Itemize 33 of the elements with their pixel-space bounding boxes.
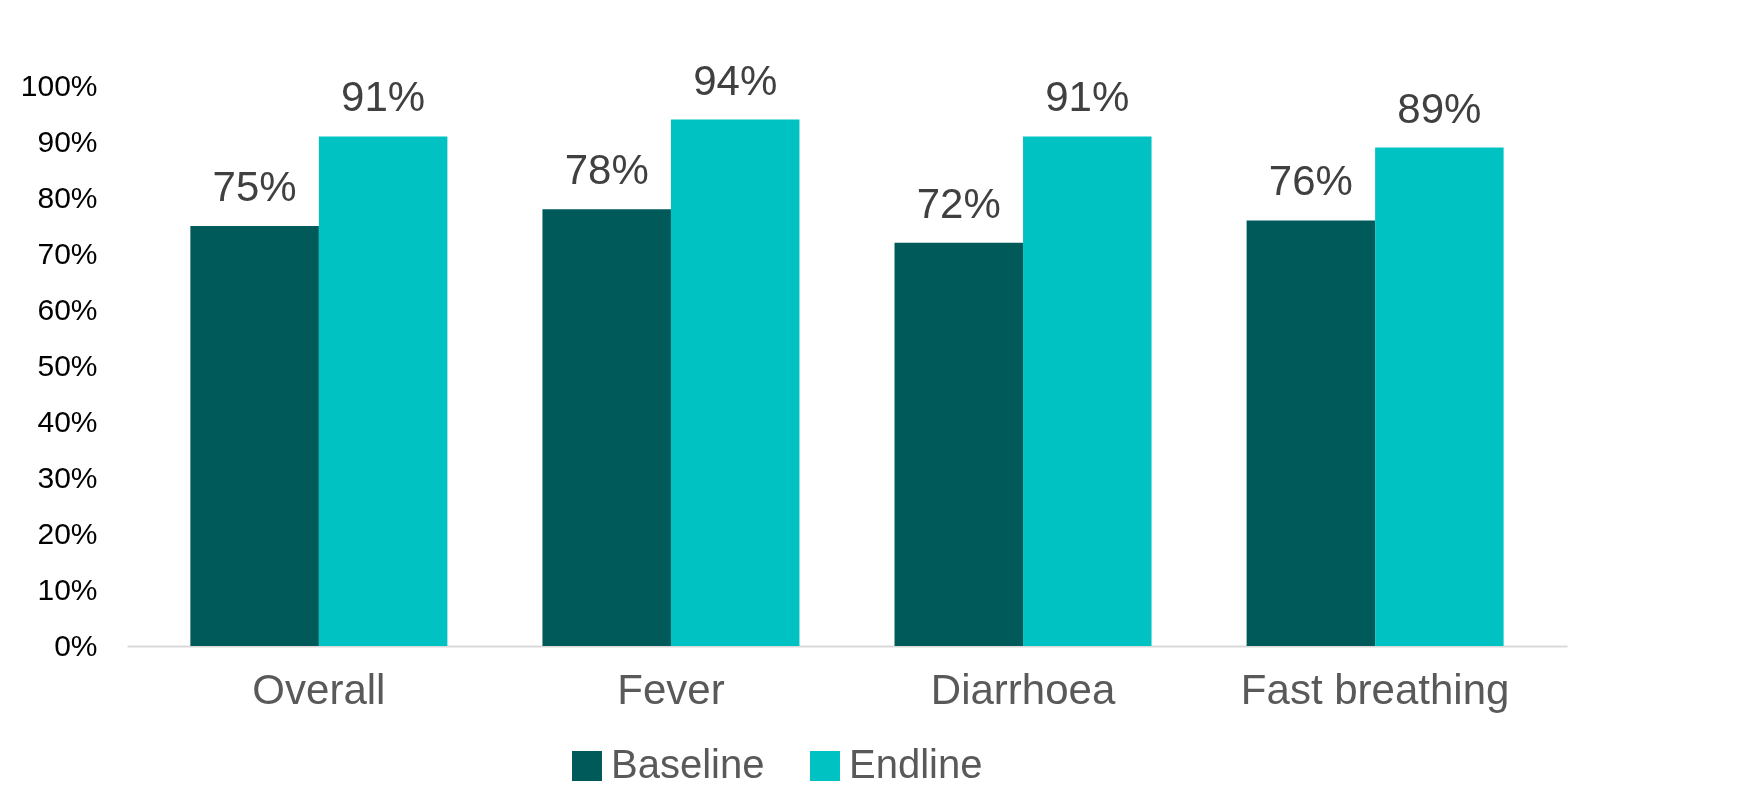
legend-label: Endline <box>849 742 983 786</box>
bar <box>190 226 319 646</box>
y-tick-label: 70% <box>37 236 98 270</box>
x-tick-label: Diarrhoea <box>930 665 1116 713</box>
y-tick-label: 0% <box>54 628 98 662</box>
y-tick-label: 50% <box>37 348 98 382</box>
bar <box>1246 220 1376 646</box>
y-tick-label: 30% <box>37 460 98 494</box>
data-label: 76% <box>1268 157 1353 205</box>
legend-label: Baseline <box>611 742 765 786</box>
data-label: 78% <box>564 146 649 194</box>
bar <box>1375 147 1504 646</box>
data-label: 89% <box>1397 84 1482 132</box>
y-tick-label: 40% <box>37 404 98 438</box>
x-tick-label: Overall <box>252 665 386 713</box>
data-label: 91% <box>341 73 426 121</box>
bar <box>670 119 800 646</box>
y-tick-label: 10% <box>37 572 98 606</box>
data-label: 75% <box>212 163 297 210</box>
bar <box>1023 136 1152 646</box>
y-tick-label: 80% <box>37 180 98 214</box>
data-label: 72% <box>916 179 1001 227</box>
bar <box>542 209 671 646</box>
x-tick-label: Fast breathing <box>1240 665 1510 713</box>
y-tick-label: 90% <box>37 124 98 158</box>
bar <box>894 242 1024 646</box>
y-tick-label: 60% <box>37 292 98 326</box>
y-tick-label: 100% <box>20 68 98 102</box>
data-label: 91% <box>1045 73 1130 121</box>
bar <box>318 136 448 646</box>
y-tick-label: 20% <box>37 516 98 550</box>
data-label: 94% <box>693 56 778 104</box>
x-tick-label: Fever <box>617 665 725 713</box>
